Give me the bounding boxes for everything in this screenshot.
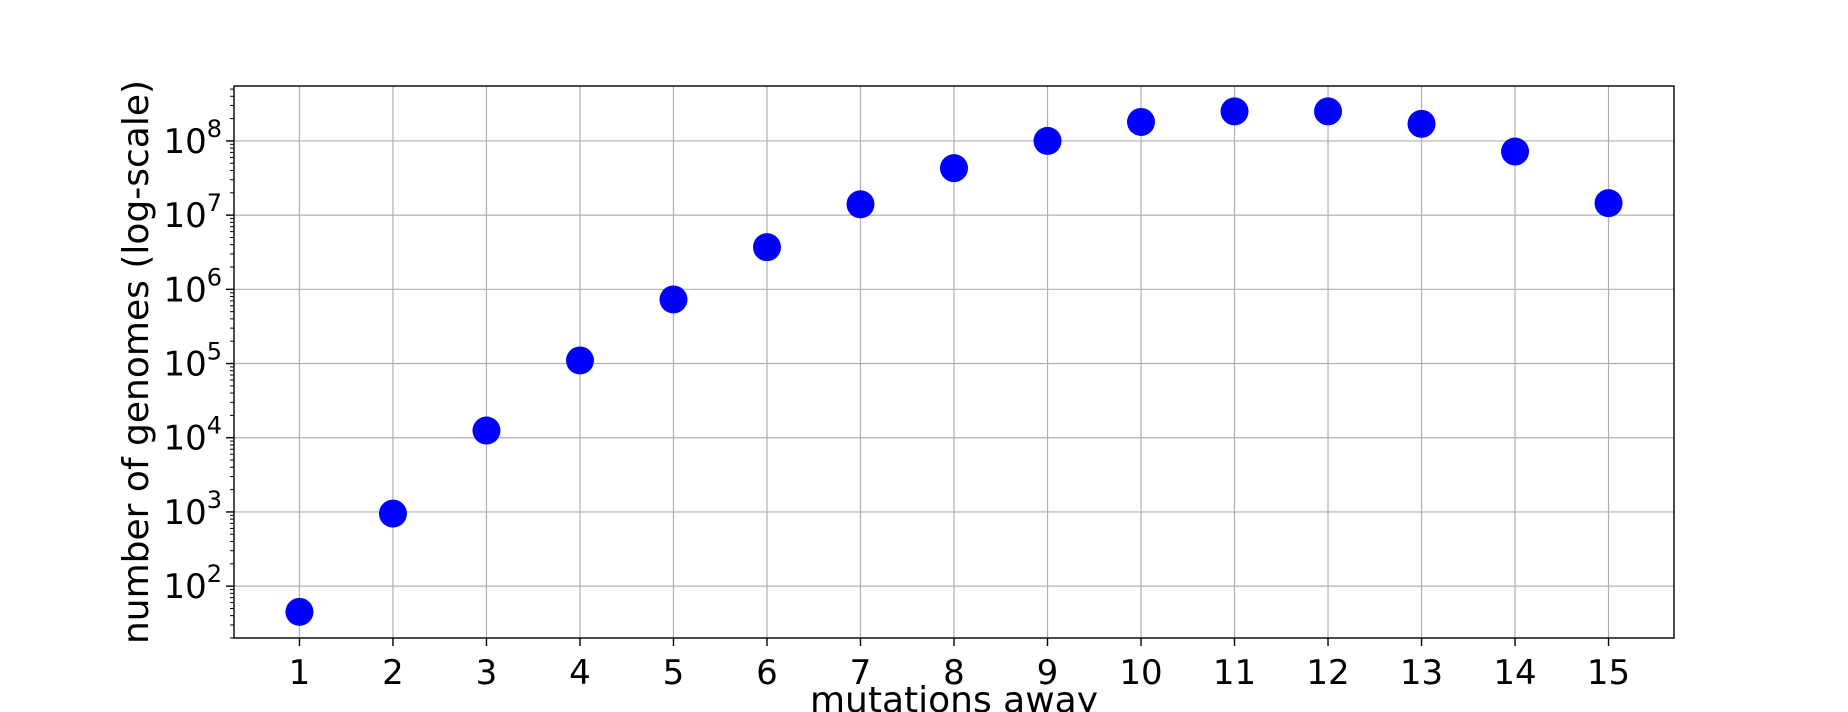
- x-tick-label: 1: [289, 653, 311, 693]
- data-point: [1033, 126, 1062, 155]
- y-tick-label: 103: [163, 486, 222, 533]
- data-points: [285, 97, 1623, 626]
- x-tick-label: 11: [1213, 653, 1256, 693]
- data-point: [1594, 189, 1623, 218]
- x-tick-label: 5: [663, 653, 685, 693]
- data-point: [1127, 107, 1156, 136]
- data-point: [472, 416, 501, 445]
- data-point: [940, 154, 968, 183]
- data-point: [1501, 137, 1530, 166]
- x-tick-label: 13: [1400, 653, 1443, 693]
- x-tick-label: 3: [476, 653, 498, 693]
- data-point: [1407, 109, 1436, 138]
- x-tick-labels: 1 2 3 4 5 6 7 8 9 10 11 12 13 14 15: [289, 653, 1631, 693]
- x-tick-label: 10: [1119, 653, 1162, 693]
- data-point: [378, 499, 407, 528]
- x-axis-label: mutations away: [810, 680, 1098, 712]
- x-tick-label: 6: [756, 653, 778, 693]
- x-tick-label: 9: [1037, 653, 1059, 693]
- x-tick-label: 15: [1587, 653, 1630, 693]
- x-tick-label: 2: [382, 653, 404, 693]
- data-point: [659, 285, 688, 314]
- plot-frame: [233, 85, 1675, 639]
- data-point: [752, 233, 781, 262]
- y-tick-label: 105: [163, 338, 222, 385]
- data-point: [285, 597, 314, 626]
- x-tick-label: 12: [1306, 653, 1349, 693]
- y-tick-label: 102: [163, 560, 222, 607]
- data-point: [1314, 97, 1343, 126]
- x-tick-label: 4: [569, 653, 591, 693]
- data-point: [565, 346, 594, 375]
- y-axis-label: number of genomes (log-scale): [116, 80, 157, 644]
- y-tick-label: 106: [163, 263, 222, 310]
- axis-ticks: [226, 88, 1610, 646]
- y-tick-label: 108: [163, 115, 222, 162]
- x-tick-label: 7: [850, 653, 872, 693]
- y-tick-label: 107: [163, 189, 222, 236]
- grid: [234, 86, 1674, 638]
- x-tick-label: 8: [943, 653, 965, 693]
- data-point: [1220, 97, 1249, 126]
- y-tick-labels: 102 103 104 105 106 107 108: [163, 115, 222, 607]
- x-tick-label: 14: [1493, 653, 1536, 693]
- data-point: [846, 190, 875, 219]
- y-tick-label: 104: [163, 412, 222, 459]
